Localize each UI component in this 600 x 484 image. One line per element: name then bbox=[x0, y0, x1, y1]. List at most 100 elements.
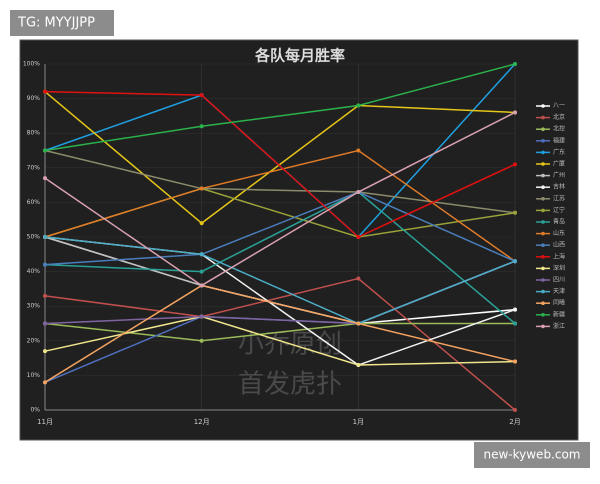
data-point bbox=[199, 93, 204, 98]
legend-marker bbox=[541, 289, 545, 294]
data-point bbox=[513, 162, 517, 167]
data-point bbox=[513, 321, 517, 326]
series-line bbox=[44, 191, 516, 266]
series-line bbox=[44, 149, 516, 214]
legend-label: 北京 bbox=[553, 113, 565, 121]
data-point bbox=[43, 262, 47, 267]
legend-label: 广东 bbox=[553, 148, 565, 156]
y-tick-label: 30% bbox=[27, 303, 41, 310]
data-point bbox=[43, 148, 47, 153]
legend-label: 天津 bbox=[553, 288, 565, 295]
data-point bbox=[356, 363, 361, 368]
series-line bbox=[44, 322, 515, 342]
legend-marker bbox=[541, 127, 545, 131]
legend-label: 江苏 bbox=[553, 194, 565, 202]
legend-marker bbox=[541, 139, 545, 143]
data-point bbox=[199, 221, 204, 226]
y-tick-label: 20% bbox=[27, 337, 41, 344]
y-tick-label: 100% bbox=[23, 61, 40, 68]
series-line bbox=[44, 191, 516, 325]
legend-label: 山西 bbox=[553, 241, 565, 249]
series-line bbox=[44, 149, 516, 262]
series-line bbox=[44, 111, 516, 287]
legend-marker bbox=[541, 301, 545, 306]
y-tick-label: 50% bbox=[27, 234, 41, 241]
y-tick-label: 10% bbox=[27, 372, 41, 379]
legend-label: 福建 bbox=[553, 136, 565, 144]
legend-label: 四川 bbox=[553, 277, 565, 284]
watermark: 首发虎扑 bbox=[238, 370, 342, 400]
data-point bbox=[513, 259, 517, 264]
legend-marker bbox=[541, 278, 545, 282]
series-line bbox=[44, 277, 516, 411]
data-point bbox=[513, 408, 517, 412]
y-tick-label: 0% bbox=[30, 407, 40, 414]
y-tick-label: 40% bbox=[27, 268, 41, 275]
legend-label: 青岛 bbox=[553, 218, 565, 226]
legend-marker bbox=[541, 185, 545, 189]
series-line bbox=[44, 91, 516, 225]
legend-marker bbox=[541, 104, 545, 108]
data-point bbox=[513, 307, 517, 312]
legend-label: 深圳 bbox=[553, 264, 565, 272]
legend-marker bbox=[541, 266, 545, 271]
legend-label: 山东 bbox=[553, 229, 565, 237]
legend-label: 上海 bbox=[553, 252, 565, 260]
legend-marker bbox=[541, 254, 545, 259]
data-point bbox=[356, 190, 361, 195]
legend-label: 辽宁 bbox=[553, 206, 565, 214]
y-tick-label: 60% bbox=[27, 199, 41, 206]
data-point bbox=[199, 252, 204, 257]
data-point bbox=[356, 276, 361, 281]
data-point bbox=[43, 380, 47, 385]
tag-box bbox=[10, 10, 114, 36]
y-tick-label: 90% bbox=[27, 95, 41, 102]
x-tick-label: 1月 bbox=[353, 418, 364, 426]
legend-label: 北控 bbox=[553, 125, 565, 133]
data-point bbox=[199, 186, 204, 191]
data-point bbox=[43, 321, 47, 326]
legend-marker bbox=[541, 243, 545, 247]
legend-marker bbox=[541, 150, 545, 155]
data-point bbox=[43, 176, 47, 181]
legend-marker bbox=[541, 197, 545, 201]
x-tick-label: 11月 bbox=[37, 418, 53, 426]
data-point bbox=[356, 321, 361, 326]
data-point bbox=[199, 124, 204, 129]
legend-marker bbox=[541, 173, 545, 178]
chart-title: 各队每月胜率 bbox=[254, 47, 345, 65]
data-point bbox=[513, 210, 517, 215]
legend-marker bbox=[541, 313, 545, 317]
data-point bbox=[513, 110, 517, 115]
data-point bbox=[356, 148, 361, 153]
data-point bbox=[43, 349, 47, 354]
data-point bbox=[199, 283, 204, 288]
legend-marker bbox=[541, 324, 545, 329]
legend-marker bbox=[541, 115, 545, 120]
legend-label: 广州 bbox=[553, 171, 565, 179]
y-tick-label: 80% bbox=[27, 130, 41, 137]
legend-marker bbox=[541, 162, 545, 166]
data-point bbox=[43, 235, 47, 239]
data-point bbox=[356, 103, 361, 108]
data-point bbox=[199, 338, 204, 343]
data-point bbox=[356, 235, 361, 239]
legend-label: 八一 bbox=[553, 103, 565, 110]
tag-text: TG: MYYJJPP bbox=[17, 16, 95, 31]
footer-box bbox=[474, 442, 590, 468]
legend-marker bbox=[541, 208, 545, 213]
legend-label: 新疆 bbox=[553, 310, 565, 318]
y-tick-label: 70% bbox=[27, 164, 41, 171]
data-point bbox=[199, 269, 204, 274]
series-line bbox=[44, 236, 516, 325]
legend-marker bbox=[541, 220, 545, 224]
footer-text: new-kyweb.com bbox=[483, 448, 580, 462]
series-line bbox=[44, 284, 516, 383]
data-point bbox=[513, 359, 517, 364]
x-tick-label: 2月 bbox=[509, 418, 520, 426]
data-point bbox=[43, 89, 47, 94]
data-point bbox=[513, 62, 517, 66]
legend-marker bbox=[541, 231, 545, 236]
